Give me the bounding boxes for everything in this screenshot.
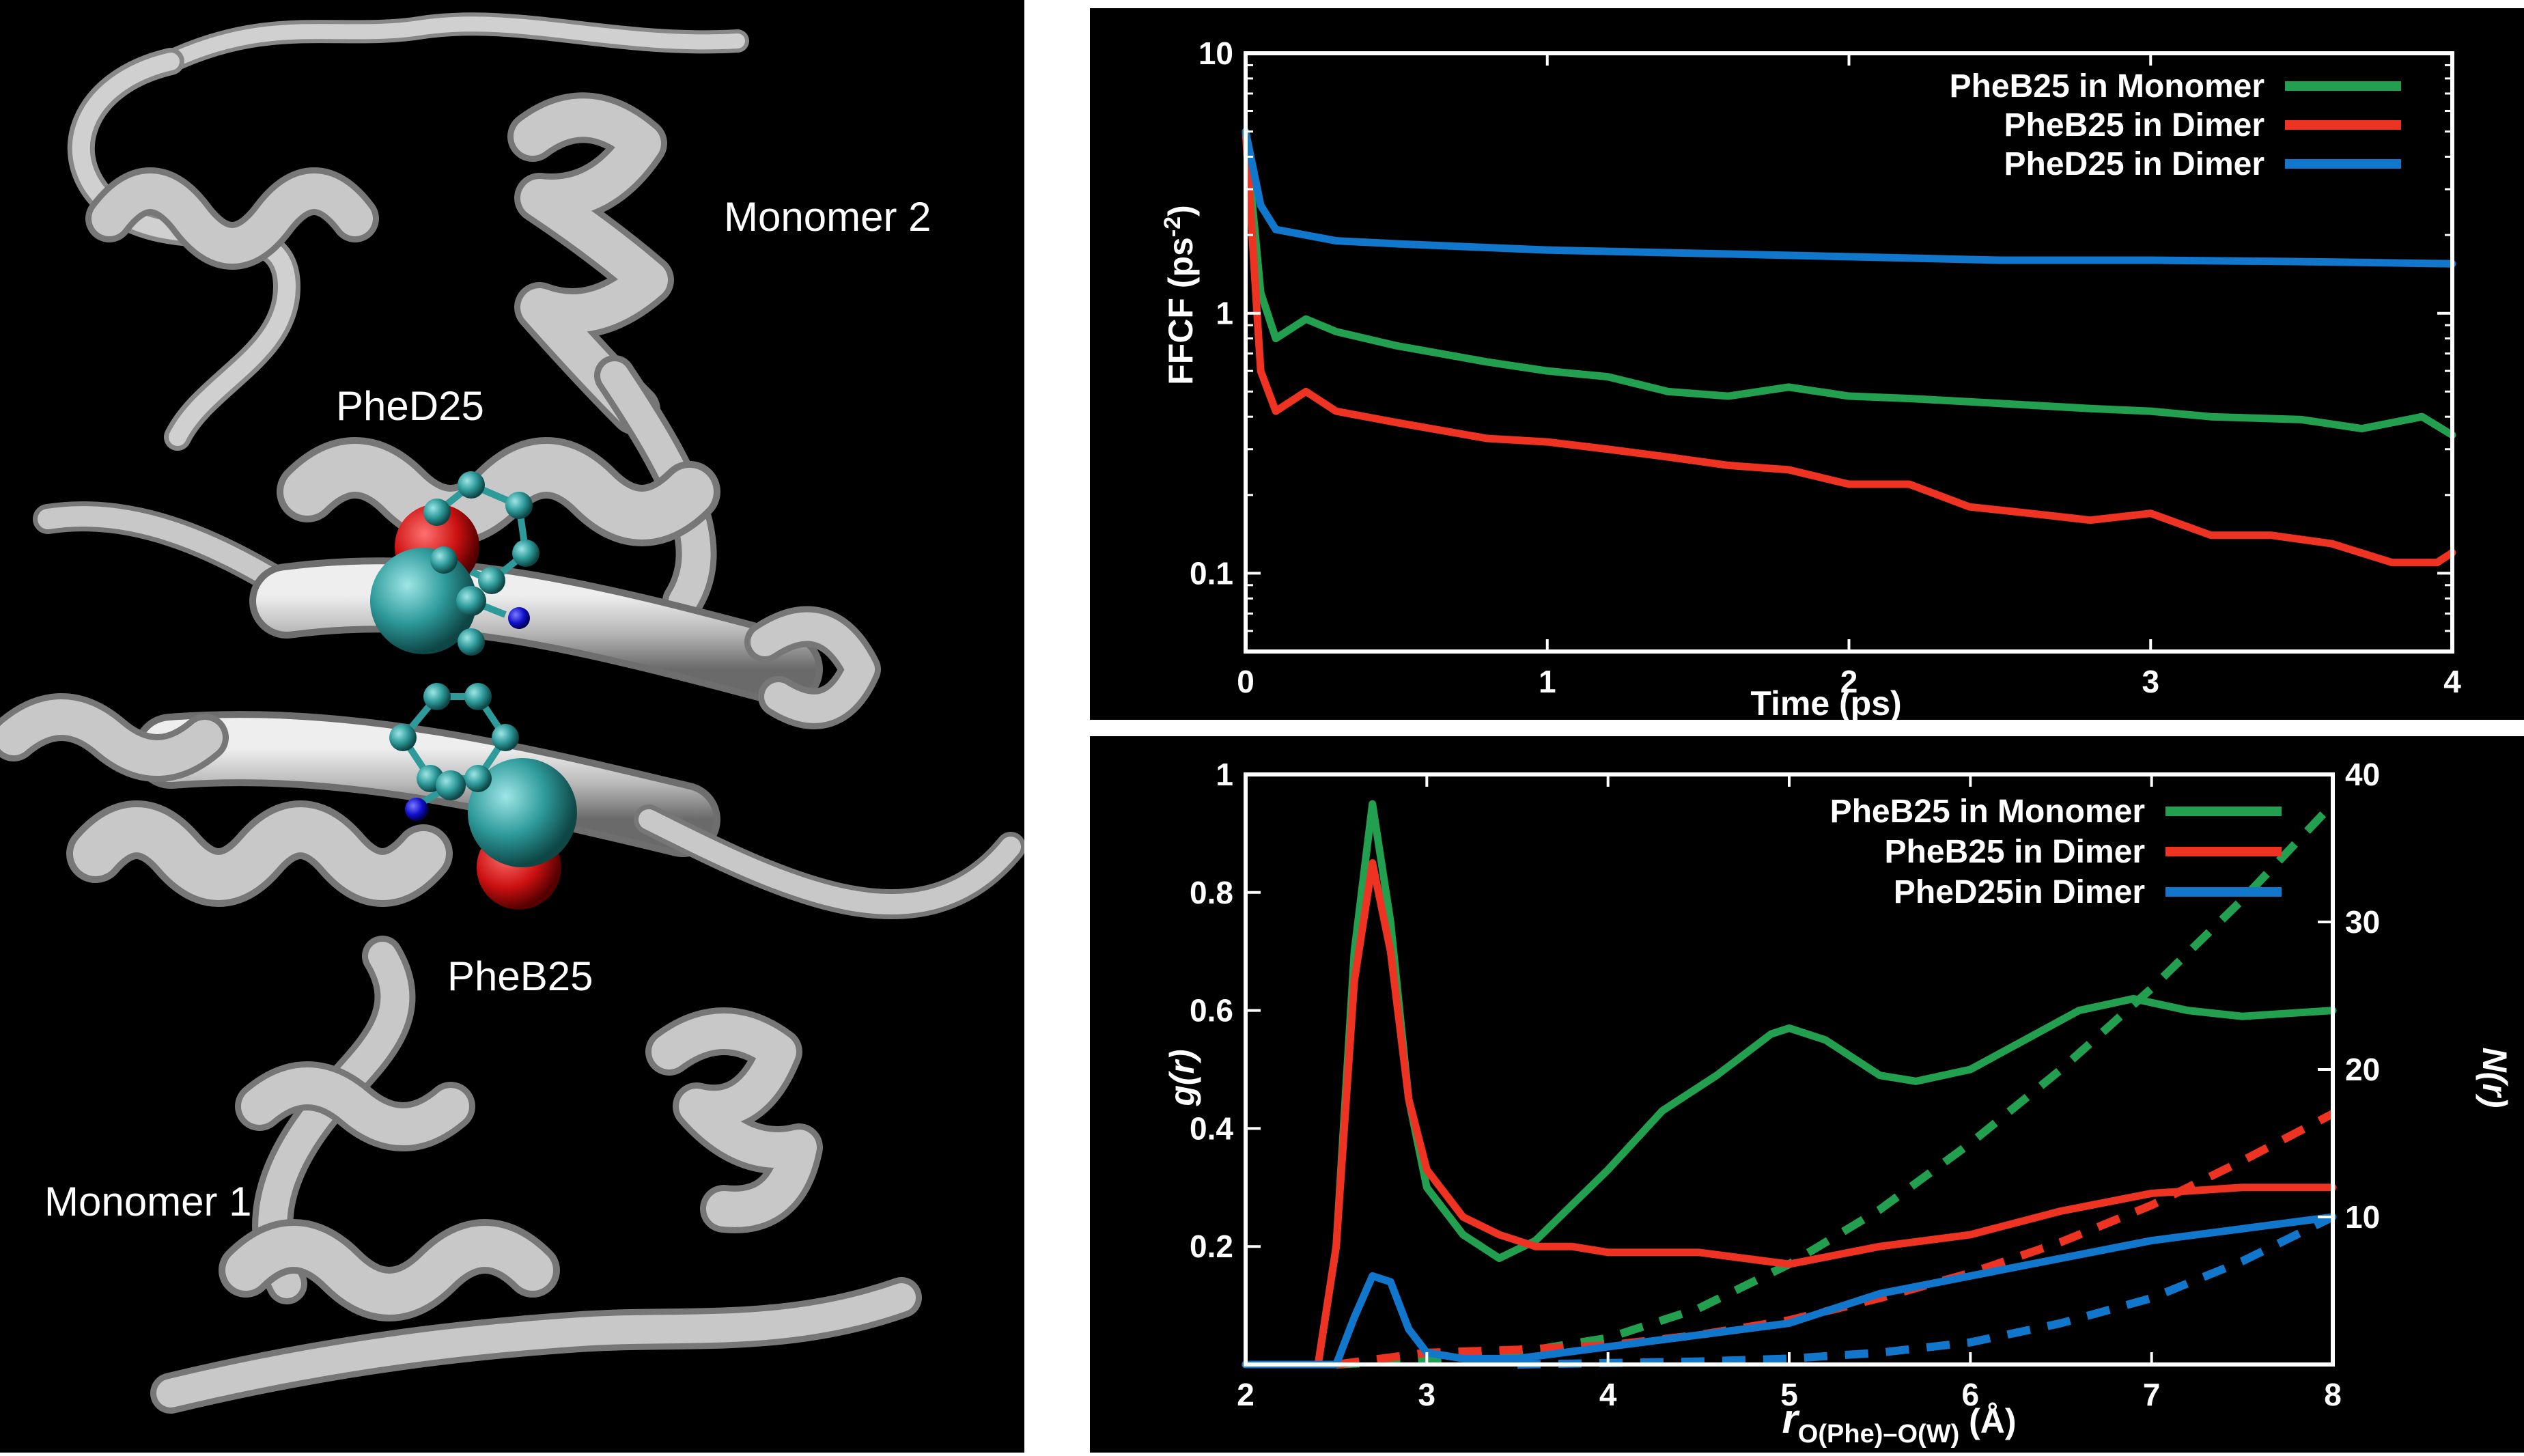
x-tick-label: 4 xyxy=(2443,664,2461,699)
phe-d25-residue xyxy=(370,471,539,656)
series-line-pheb25-in-dimer xyxy=(1242,128,2456,567)
y-tick-label: 0.8 xyxy=(1190,875,1233,910)
series-line-phed25in-dimer xyxy=(1242,1213,2337,1369)
x-tick-label: 5 xyxy=(1780,1377,1798,1412)
series-line-pheb25-in-dimer xyxy=(1242,859,2337,1369)
protein-illustration: Monomer 2 PheD25 PheB25 Monomer 1 xyxy=(0,12,1026,1414)
ffcf-chart-panel: 0 1 2 3 4 0.1 1 10 PheB25 in Monomer PheB25 in D… xyxy=(1090,8,2524,723)
legend-label: PheB25 in Monomer xyxy=(1830,794,2145,830)
y-tick-label: 1 xyxy=(1216,757,1233,792)
x-tick-label: 3 xyxy=(1418,1377,1436,1412)
x-tick-label: 4 xyxy=(1599,1377,1617,1412)
series-line-pheb25-in-monomer xyxy=(1242,800,2337,1369)
y-tick-label: 0.4 xyxy=(1190,1110,1233,1146)
y2-tick-label: 30 xyxy=(2345,904,2380,940)
legend-label: PheD25 in Dimer xyxy=(2004,146,2264,182)
cumulative-line-phed25in-dimer xyxy=(1517,1213,2335,1369)
monomer-2-label: Monomer 2 xyxy=(724,194,931,240)
series-line-pheb25-in-monomer xyxy=(1242,128,2456,439)
y2-tick-label: 20 xyxy=(2345,1052,2380,1087)
y-tick-label: 10 xyxy=(1198,36,1233,71)
series-line-phed25-in-dimer xyxy=(1242,128,2456,268)
rdf-plot-area xyxy=(1242,800,2337,1369)
x-tick-label: 6 xyxy=(1962,1377,1980,1412)
x-tick-label: 0 xyxy=(1237,664,1254,699)
x-tick-label: 2 xyxy=(1840,664,1858,699)
protein-structure-panel: Monomer 2 PheD25 PheB25 Monomer 1 xyxy=(0,0,1026,1453)
x-tick-label: 1 xyxy=(1539,664,1556,699)
legend-label: PheB25 in Dimer xyxy=(1885,834,2145,870)
y-tick-label: 1 xyxy=(1216,296,1233,331)
y-tick-label: 0.1 xyxy=(1190,555,1233,591)
rdf-y2-axis-label: N(r) xyxy=(2476,1048,2514,1108)
legend-label: PheB25 in Monomer xyxy=(1950,68,2264,104)
phe-d25-label: PheD25 xyxy=(336,383,484,429)
monomer-1-label: Monomer 1 xyxy=(44,1179,251,1224)
y2-tick-label: 10 xyxy=(2345,1199,2380,1235)
x-tick-label: 8 xyxy=(2324,1377,2342,1412)
rdf-axis-ticks: 2 3 4 5 6 7 8 0.2 0.4 0.6 0.8 1 10 20 30 40 xyxy=(1190,757,2380,1412)
ribbon-backbone xyxy=(0,12,1026,1414)
rdf-legend: PheB25 in Monomer PheB25 in Dimer PheD25in… xyxy=(1830,794,2282,910)
rdf-chart: 2 3 4 5 6 7 8 0.2 0.4 0.6 0.8 1 10 20 30 40 PheB25 in M… xyxy=(1163,757,2514,1448)
y-tick-label: 0.6 xyxy=(1190,993,1233,1028)
phe-b25-label: PheB25 xyxy=(447,953,593,999)
x-tick-label: 2 xyxy=(1237,1377,1254,1412)
ffcf-axis-ticks: 0 1 2 3 4 0.1 1 10 xyxy=(1190,36,2461,699)
legend-label: PheB25 in Dimer xyxy=(2004,107,2264,143)
phe-b25-residue xyxy=(389,683,577,910)
x-tick-label: 7 xyxy=(2143,1377,2161,1412)
ffcf-y-axis-label: FFCF (ps-2) xyxy=(1160,205,1200,385)
y-tick-label: 0.2 xyxy=(1190,1229,1233,1264)
ffcf-x-axis-label: Time (ps) xyxy=(1750,684,1901,720)
rdf-chart-panel: 2 3 4 5 6 7 8 0.2 0.4 0.6 0.8 1 10 20 30 40 PheB25 in M… xyxy=(1090,736,2524,1453)
rdf-y-axis-label: g(r) xyxy=(1163,1049,1201,1106)
y2-tick-label: 40 xyxy=(2345,757,2380,792)
legend-label: PheD25in Dimer xyxy=(1894,874,2145,910)
x-tick-label: 3 xyxy=(2142,664,2159,699)
rdf-x-axis-label: rO(Phe)–O(W) (Å) xyxy=(1782,1396,2016,1448)
ffcf-plot-area xyxy=(1242,128,2456,567)
